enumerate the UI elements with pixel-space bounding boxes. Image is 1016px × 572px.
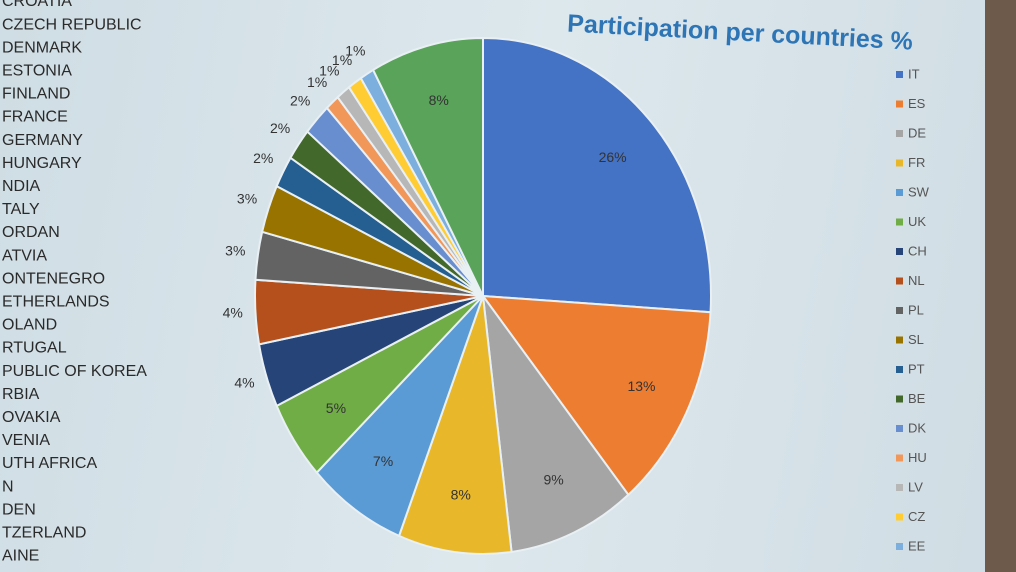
- data-label: 1%: [332, 52, 352, 68]
- legend-swatch: [896, 277, 903, 285]
- country-name: UTH AFRICA: [2, 455, 97, 472]
- legend-label: UK: [908, 214, 926, 229]
- country-name: FINLAND: [2, 86, 70, 103]
- country-name: ATVIA: [2, 247, 47, 264]
- legend-label: CH: [908, 243, 927, 258]
- data-label: 8%: [451, 486, 471, 502]
- country-name: VENIA: [2, 432, 50, 449]
- legend-label: FR: [908, 155, 925, 170]
- country-name: CZECH REPUBLIC: [2, 16, 142, 33]
- data-label: 3%: [225, 242, 245, 258]
- legend-swatch: [896, 130, 903, 137]
- data-label: 9%: [544, 471, 564, 487]
- country-name: ONTENEGRO: [2, 270, 105, 287]
- pie-slice: [397, 295, 513, 555]
- data-label: 26%: [599, 149, 627, 165]
- data-label: 3%: [237, 191, 257, 207]
- country-name: OVAKIA: [2, 409, 61, 426]
- data-label: 8%: [429, 92, 449, 108]
- pie-slice: [482, 36, 712, 314]
- country-name: PUBLIC OF KOREA: [2, 363, 147, 380]
- legend-label: DK: [908, 420, 926, 435]
- legend-swatch: [896, 71, 903, 78]
- country-name: ORDAN: [2, 224, 60, 241]
- country-name: FRANCE: [2, 109, 68, 126]
- legend-label: PT: [908, 361, 925, 376]
- chart-title: Participation per countries %: [567, 10, 914, 56]
- country-name: HUNGARY: [2, 155, 82, 172]
- legend-swatch: [896, 100, 903, 108]
- legend-swatch: [896, 248, 903, 255]
- legend-swatch: [896, 366, 903, 373]
- data-label: 1%: [319, 62, 339, 78]
- data-label: 2%: [253, 150, 273, 166]
- legend-label: NL: [908, 273, 925, 288]
- legend-label: IT: [908, 66, 920, 81]
- pie-slice: [480, 294, 712, 497]
- legend-swatch: [896, 543, 903, 550]
- legend-swatch: [896, 454, 903, 462]
- data-label: 2%: [270, 120, 290, 136]
- country-name: TZERLAND: [2, 525, 86, 542]
- legend-label: PL: [908, 302, 924, 317]
- legend-swatch: [896, 189, 903, 196]
- legend-label: EE: [908, 538, 926, 553]
- country-name: CROATIA: [2, 0, 72, 10]
- legend-swatch: [896, 425, 903, 432]
- legend-label: SW: [908, 184, 930, 199]
- pie-slice: [371, 36, 484, 297]
- legend-label: CZ: [908, 509, 925, 524]
- legend-label: LV: [908, 479, 923, 494]
- data-label: 4%: [223, 305, 243, 321]
- pie-slice: [481, 292, 630, 554]
- legend-label: DE: [908, 125, 926, 140]
- data-label: 5%: [326, 400, 346, 416]
- country-name: DEN: [2, 501, 36, 518]
- legend-label: BE: [908, 391, 926, 406]
- legend-swatch: [896, 336, 903, 344]
- wall-edge: [985, 0, 1016, 572]
- legend-swatch: [896, 159, 903, 167]
- legend-swatch: [896, 218, 903, 226]
- country-name: AINE: [2, 548, 39, 565]
- country-name: TALY: [2, 201, 40, 218]
- legend-label: SL: [908, 332, 924, 347]
- legend-swatch: [896, 307, 903, 314]
- legend-swatch: [896, 484, 903, 491]
- country-name: ETHERLANDS: [2, 294, 110, 311]
- data-label: 13%: [627, 378, 655, 394]
- pie-slice: [315, 295, 484, 538]
- legend-swatch: [896, 513, 903, 521]
- legend-label: ES: [908, 96, 926, 111]
- country-name: N: [2, 478, 14, 495]
- data-label: 2%: [290, 92, 310, 108]
- country-name: OLAND: [2, 317, 57, 334]
- country-name: RBIA: [2, 386, 40, 403]
- data-label: 1%: [345, 42, 365, 58]
- legend-label: HU: [908, 450, 927, 465]
- country-name: ESTONIA: [2, 63, 72, 80]
- legend-swatch: [896, 395, 903, 403]
- country-name: GERMANY: [2, 132, 83, 149]
- country-name: NDIA: [2, 178, 41, 195]
- data-label: 7%: [373, 453, 393, 469]
- country-name: DENMARK: [2, 39, 82, 56]
- data-label: 1%: [307, 74, 327, 90]
- country-name: RTUGAL: [2, 340, 67, 357]
- data-label: 4%: [234, 374, 254, 390]
